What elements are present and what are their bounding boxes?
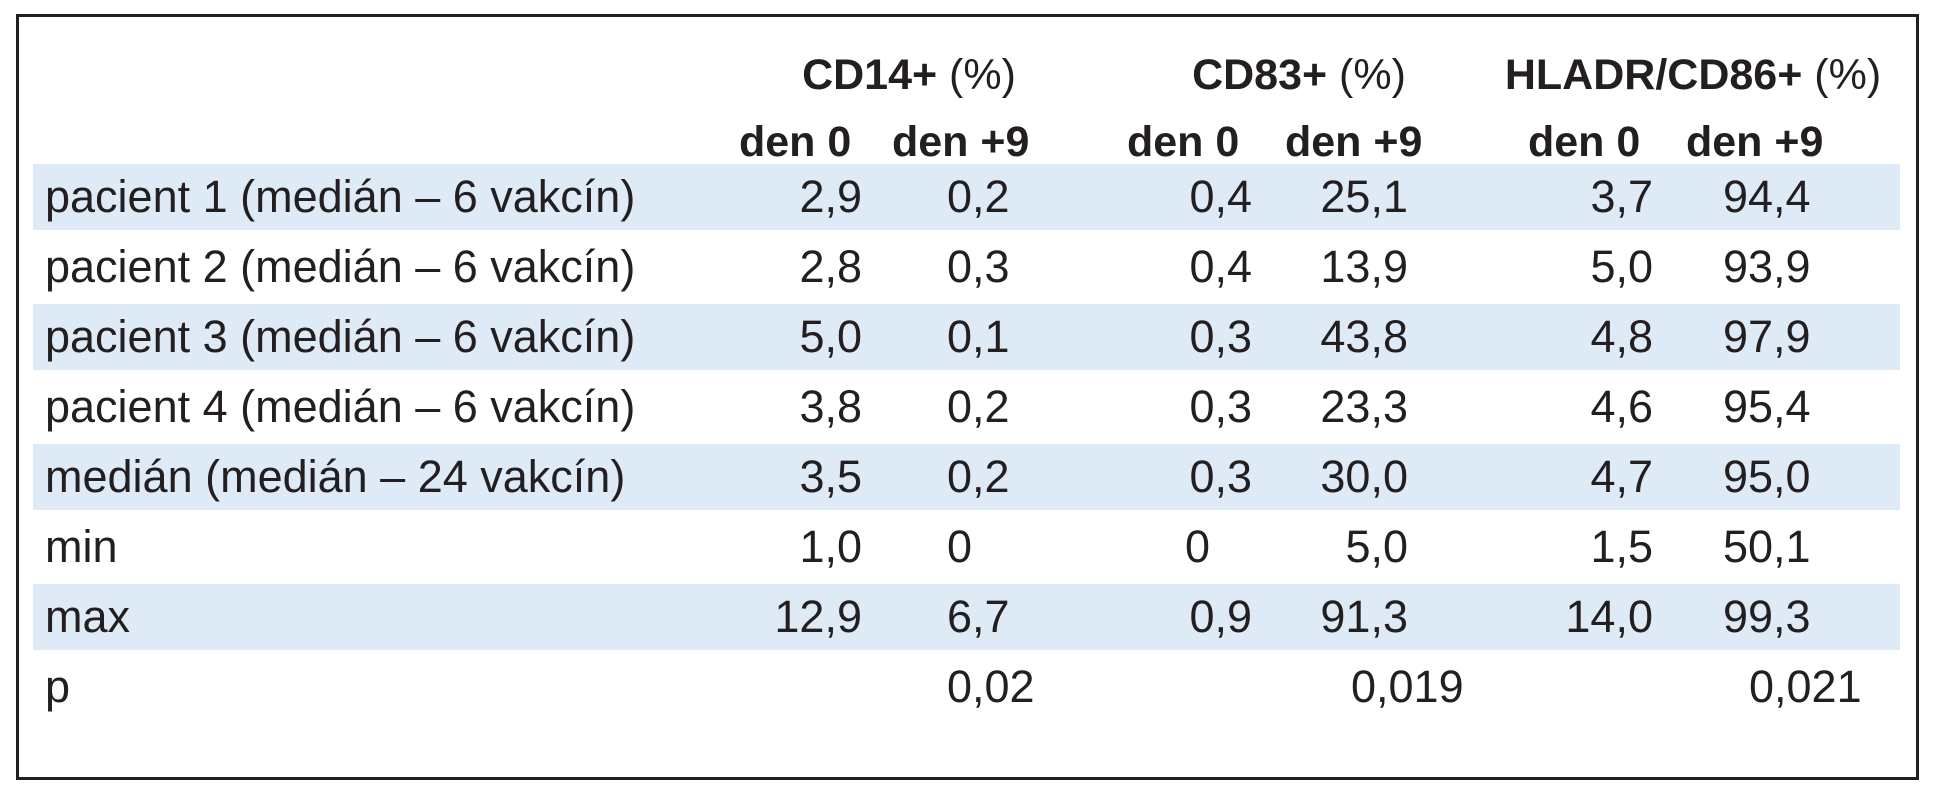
cd14-day0-value: 2,8 — [799, 241, 862, 292]
table-row: max 12,9 6,7 0,9 91,3 14,0 99,3 — [33, 584, 1900, 650]
p-value-cd14: 0,02 — [947, 661, 1035, 712]
group-header-unit: (%) — [937, 51, 1016, 99]
hladr-day9-value: 95,0 — [1723, 451, 1811, 502]
hladr-day0-value: 4,6 — [1590, 381, 1653, 432]
table-row: pacient 1 (medián – 6 vakcín) 2,9 0,2 0,… — [33, 164, 1900, 230]
row-label: medián (medián – 24 vakcín) — [45, 451, 626, 502]
row-label: pacient 1 (medián – 6 vakcín) — [45, 171, 636, 222]
hladr-day9-value: 94,4 — [1723, 171, 1811, 222]
row-label: pacient 4 (medián – 6 vakcín) — [45, 381, 636, 432]
table-row: pacient 2 (medián – 6 vakcín) 2,8 0,3 0,… — [33, 234, 1900, 300]
cd14-day0-value: 2,9 — [799, 171, 862, 222]
cd14-day0-value: 3,5 — [799, 451, 862, 502]
cd83-day9-value: 25,1 — [1320, 171, 1408, 222]
group-header-hladr-cd86: HLADR/CD86+ (%) — [1505, 54, 1881, 97]
cd14-day9-value: 0 — [947, 521, 973, 572]
group-header-name: HLADR/CD86+ — [1504, 51, 1803, 99]
cd83-day0-value: 0 — [1185, 521, 1211, 572]
hladr-day0-value: 5,0 — [1590, 241, 1653, 292]
cd83-day9-value: 43,8 — [1320, 311, 1408, 362]
cd14-day9-value: 0,1 — [947, 311, 1010, 362]
hladr-day0-value: 4,7 — [1590, 451, 1653, 502]
row-label: pacient 3 (medián – 6 vakcín) — [45, 311, 636, 362]
hladr-day0-value: 1,5 — [1590, 521, 1653, 572]
row-label: pacient 2 (medián – 6 vakcín) — [45, 241, 636, 292]
p-value-hladr: 0,021 — [1749, 661, 1862, 712]
hladr-day9-value: 97,9 — [1723, 311, 1811, 362]
cd83-day0-value: 0,9 — [1189, 591, 1252, 642]
table-row-p: p 0,02 0,019 0,021 — [33, 654, 1900, 720]
subheader-hladr-day9: den +9 — [1686, 118, 1824, 166]
cd83-day9-value: 30,0 — [1320, 451, 1408, 502]
cd83-day0-value: 0,4 — [1189, 241, 1252, 292]
hladr-day9-value: 95,4 — [1723, 381, 1811, 432]
hladr-day0-value: 14,0 — [1565, 591, 1653, 642]
hladr-day9-value: 99,3 — [1723, 591, 1811, 642]
cd83-day0-value: 0,3 — [1189, 451, 1252, 502]
cd83-day0-value: 0,3 — [1189, 381, 1252, 432]
group-header-name: CD83+ — [1192, 51, 1328, 99]
cd14-day0-value: 1,0 — [799, 521, 862, 572]
cd14-day9-value: 0,3 — [947, 241, 1010, 292]
hladr-day9-value: 93,9 — [1723, 241, 1811, 292]
row-label: p — [45, 661, 71, 712]
table-frame: CD14+ (%) CD83+ (%) HLADR/CD86+ (%) den … — [16, 14, 1919, 780]
group-header-cd83: CD83+ (%) — [1192, 54, 1406, 97]
subheader-cd14-day0: den 0 — [739, 118, 852, 166]
subheader-hladr-day0: den 0 — [1528, 118, 1641, 166]
cd83-day9-value: 23,3 — [1320, 381, 1408, 432]
hladr-day0-value: 3,7 — [1590, 171, 1653, 222]
cd14-day9-value: 0,2 — [947, 171, 1010, 222]
cd14-day0-value: 12,9 — [774, 591, 862, 642]
cd83-day9-value: 13,9 — [1320, 241, 1408, 292]
table-row: pacient 3 (medián – 6 vakcín) 5,0 0,1 0,… — [33, 304, 1900, 370]
group-header-name: CD14+ — [802, 51, 938, 99]
subheader-cd14-day9: den +9 — [892, 118, 1030, 166]
cd14-day9-value: 6,7 — [947, 591, 1010, 642]
table-row: min 1,0 0 0 5,0 1,5 50,1 — [33, 514, 1900, 580]
table-row: pacient 4 (medián – 6 vakcín) 3,8 0,2 0,… — [33, 374, 1900, 440]
cd83-day9-value: 5,0 — [1345, 521, 1408, 572]
cd83-day9-value: 91,3 — [1320, 591, 1408, 642]
hladr-day9-value: 50,1 — [1723, 521, 1811, 572]
cd14-day9-value: 0,2 — [947, 451, 1010, 502]
subheader-cd83-day9: den +9 — [1285, 118, 1423, 166]
table-row: medián (medián – 24 vakcín) 3,5 0,2 0,3 … — [33, 444, 1900, 510]
group-header-cd14: CD14+ (%) — [802, 54, 1016, 97]
cd83-day0-value: 0,4 — [1189, 171, 1252, 222]
cd14-day0-value: 3,8 — [799, 381, 862, 432]
group-header-unit: (%) — [1327, 51, 1406, 99]
group-header-unit: (%) — [1802, 51, 1882, 99]
cd14-day0-value: 5,0 — [799, 311, 862, 362]
row-label: min — [45, 521, 118, 572]
row-label: max — [45, 591, 131, 642]
p-value-cd83: 0,019 — [1351, 661, 1464, 712]
subheader-cd83-day0: den 0 — [1127, 118, 1240, 166]
cd83-day0-value: 0,3 — [1189, 311, 1252, 362]
hladr-day0-value: 4,8 — [1590, 311, 1653, 362]
cd14-day9-value: 0,2 — [947, 381, 1010, 432]
